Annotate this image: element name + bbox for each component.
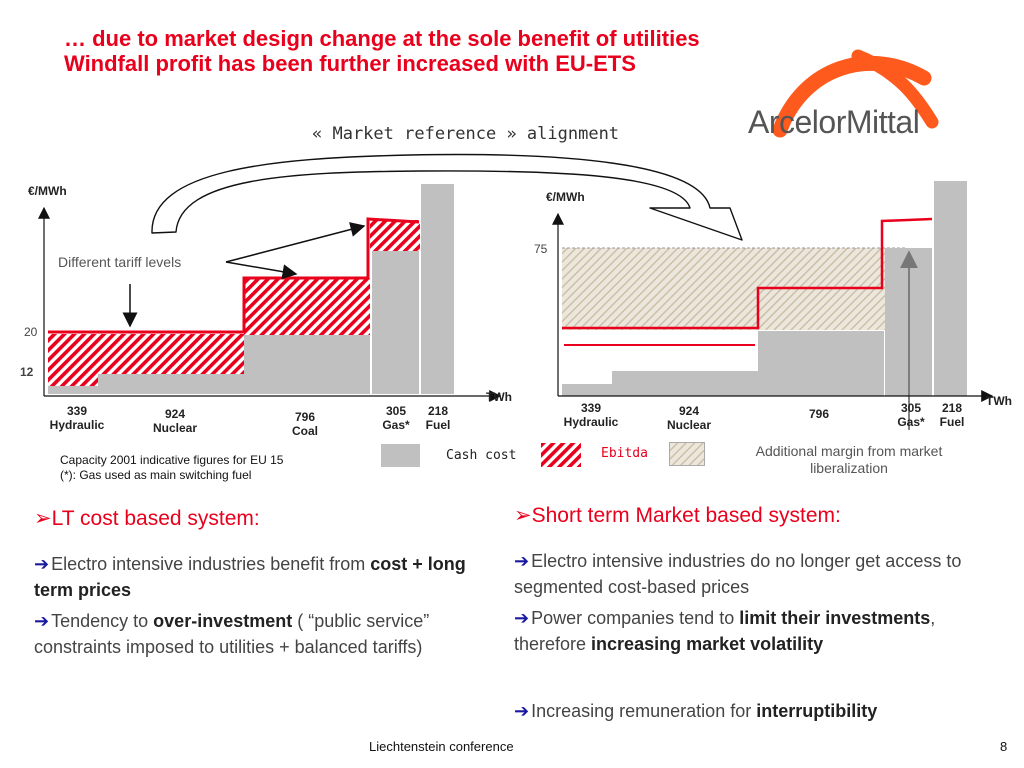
arrow-right-icon: ➔ xyxy=(514,608,530,628)
right-bullet-2: ➔ Power companies tend to limit their inv… xyxy=(514,608,936,654)
left-bar-coal xyxy=(244,335,370,394)
right-bar-nuclear xyxy=(612,371,758,396)
right-bar-hydraulic xyxy=(562,384,612,396)
right-section-heading: ➢Short term Market based system: xyxy=(514,504,841,527)
left-ebitda-nuclear xyxy=(98,334,244,374)
left-cat-coal: 796 Coal xyxy=(291,410,318,438)
left-chart xyxy=(38,184,502,402)
right-price-line xyxy=(562,217,933,330)
chevron-right-icon: ➢ xyxy=(34,507,52,530)
left-section-heading: ➢LT cost based system: xyxy=(34,507,260,530)
left-xlabel: TWh xyxy=(486,390,512,404)
left-bullet-2: ➔ Tendency to over-investment ( “public s… xyxy=(34,611,430,657)
chart-subtitle: « Market reference » alignment xyxy=(312,124,620,144)
right-xlabel: TWh xyxy=(986,394,1012,408)
arrow-right-icon: ➔ xyxy=(34,554,50,574)
right-bar-coal xyxy=(758,331,884,396)
chart-notes: Capacity 2001 indicative figures for EU … xyxy=(60,453,284,482)
right-cat-gas: 305 Gas* xyxy=(897,401,925,429)
left-bar-hydraulic xyxy=(48,386,98,394)
right-chart xyxy=(552,181,994,430)
arcelormittal-logo-icon xyxy=(772,49,939,138)
right-bullet-1: ➔ Electro intensive industries do no long… xyxy=(514,551,962,597)
legend-cash-cost-swatch xyxy=(381,444,420,467)
left-ebitda-hydraulic xyxy=(48,334,98,386)
right-bullet-3: ➔ Increasing remuneration for interruptib… xyxy=(514,701,878,721)
left-bar-gas xyxy=(372,251,419,394)
legend-additional-label: Additional margin from market liberaliza… xyxy=(755,443,943,476)
left-bar-nuclear xyxy=(98,374,244,394)
right-cat-coal: 796 xyxy=(808,407,830,421)
right-cat-fuel: 218 Fuel xyxy=(939,401,965,429)
chevron-right-icon: ➢ xyxy=(514,504,532,527)
legend-cash-cost-label: Cash cost xyxy=(446,448,517,463)
logo-text: ArcelorMittal xyxy=(748,104,920,140)
slide-title: … due to market design change at the sol… xyxy=(64,26,700,76)
right-cat-nuclear: 924 Nuclear xyxy=(666,404,712,432)
charts-canvas xyxy=(38,153,994,430)
left-ytick-20: 20 xyxy=(24,325,38,339)
right-bar-fuel xyxy=(934,181,967,396)
left-annotation: Different tariff levels xyxy=(58,254,182,270)
footer-page-number: 8 xyxy=(1000,739,1008,754)
right-cat-hydraulic: 339 Hydraulic xyxy=(563,401,619,429)
left-bullet-1: ➔ Electro intensive industries benefit fr… xyxy=(34,554,466,600)
left-ebitda-gas xyxy=(370,220,420,251)
legend-ebitda-swatch xyxy=(541,443,581,467)
legend-additional-swatch xyxy=(669,442,705,466)
left-ebitda-coal xyxy=(244,278,370,335)
left-cat-gas: 305 Gas* xyxy=(382,404,410,432)
arrow-right-icon: ➔ xyxy=(514,701,530,721)
left-tariff-line xyxy=(48,217,420,334)
arrow-right-icon: ➔ xyxy=(34,611,50,631)
left-cat-fuel: 218 Fuel xyxy=(425,404,451,432)
left-cat-nuclear: 924 Nuclear xyxy=(152,407,198,435)
left-ylabel: €/MWh xyxy=(28,184,67,198)
left-bar-fuel xyxy=(421,184,454,394)
left-ytick-12: 12 xyxy=(20,365,34,379)
right-ytick-75: 75 xyxy=(534,242,548,256)
arrow-right-icon: ➔ xyxy=(514,551,530,571)
left-cat-hydraulic: 339 Hydraulic xyxy=(49,404,105,432)
legend-ebitda-label: Ebitda xyxy=(601,446,648,461)
transition-arrow xyxy=(151,153,743,241)
right-ylabel: €/MWh xyxy=(546,190,585,204)
footer-conference: Liechtenstein conference xyxy=(369,739,514,754)
